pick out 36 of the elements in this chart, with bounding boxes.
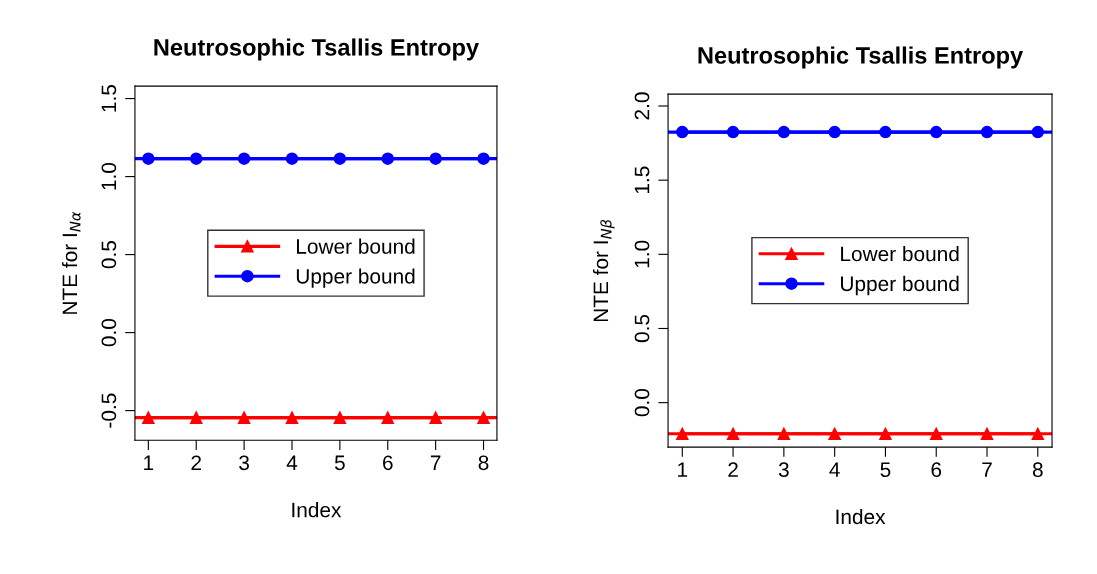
legend-label: Lower bound [841,246,959,262]
x-tick-label: 1 [144,455,154,470]
y-tick-label: 0.0 [634,388,650,417]
chart-title: Neutrosophic Tsallis Entropy [698,46,1024,69]
y-tick-label: 0.5 [101,240,117,269]
legend-label: Upper bound [296,268,415,288]
x-tick-label: 7 [430,455,441,470]
x-tick-label: 4 [286,455,298,470]
x-tick-label: 5 [880,462,891,478]
legend-label: Lower bound [297,238,415,254]
y-tick-label: 1.5 [101,84,117,112]
x-tick-label: 6 [383,455,393,471]
x-tick-label: 2 [191,455,201,470]
legend-label: Upper bound [841,275,959,296]
x-axis-title: Index [292,502,342,518]
y-axis-title: NTE for I$_{Nβ}$ [592,219,615,322]
y-tick-label: 0.0 [101,318,117,347]
x-tick-label: 2 [728,462,738,477]
x-tick-label: 3 [778,462,789,478]
x-tick-label: 1 [678,462,688,477]
x-tick-label: 7 [982,462,992,477]
x-tick-label: 5 [334,455,345,471]
y-tick-label: 0.5 [634,314,650,343]
x-axis-title: Index [836,508,886,525]
y-tick-label: -0.5 [101,393,117,428]
chart-title: Neutrosophic Tsallis Entropy [154,38,479,61]
x-tick-label: 6 [931,462,942,478]
x-tick-label: 8 [478,455,489,471]
y-tick-label: 2.0 [634,92,650,120]
y-tick-label: 1.0 [634,240,650,268]
y-tick-label: 1.0 [101,162,117,190]
x-tick-label: 4 [829,462,840,477]
y-axis-title: NTE for I$_{Nα}$ [61,211,81,314]
y-tick-label: 1.5 [634,166,650,194]
x-tick-label: 3 [239,455,249,471]
x-tick-label: 8 [1032,462,1043,478]
